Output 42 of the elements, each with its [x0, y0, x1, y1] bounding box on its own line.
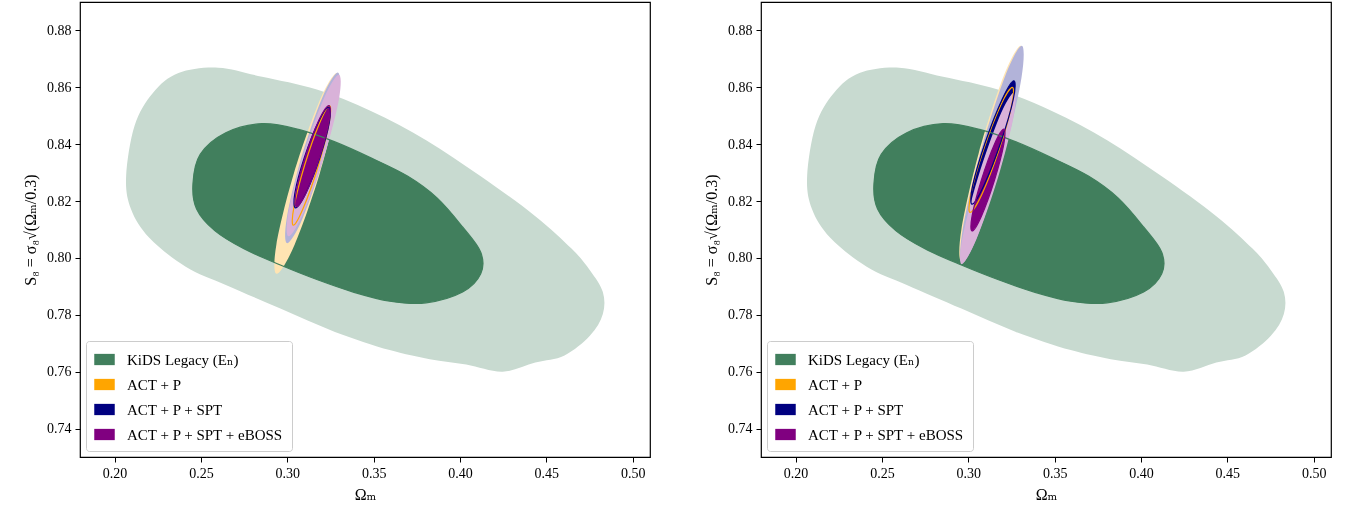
y-tick-label: 0.82 [728, 193, 753, 209]
y-tick-label: 0.84 [47, 136, 72, 152]
x-tick-label: 0.30 [956, 465, 982, 481]
x-tick-label: 0.35 [361, 465, 387, 481]
x-tick-label: 0.50 [620, 465, 646, 481]
x-tick-label: 0.40 [1129, 465, 1154, 481]
y-tick-label: 0.82 [47, 193, 72, 209]
x-axis-title: Ωₘ [1035, 485, 1058, 503]
legend-label: KiDS Legacy (Eₙ) [808, 351, 920, 369]
y-tick-label: 0.74 [728, 421, 753, 437]
legend-label: ACT + P + SPT + eBOSS [808, 426, 964, 443]
y-tick-label: 0.88 [728, 22, 753, 38]
x-tick-label: 0.20 [102, 465, 128, 481]
x-tick-label: 0.25 [870, 465, 895, 481]
x-tick-label: 0.45 [534, 465, 560, 481]
x-axis-title: Ωₘ [354, 485, 377, 503]
y-tick-label: 0.80 [47, 250, 72, 266]
y-tick-label: 0.86 [728, 79, 753, 95]
y-tick-label: 0.88 [47, 22, 72, 38]
y-tick-label: 0.74 [47, 421, 72, 437]
legend-label: KiDS Legacy (Eₙ) [127, 351, 239, 369]
y-axis-title: S₈ = σ₈√(Ωₘ/0.3) [22, 174, 40, 286]
y-tick-label: 0.76 [47, 364, 72, 380]
y-tick-label: 0.80 [728, 250, 753, 266]
y-tick-label: 0.78 [728, 307, 753, 323]
x-tick-label: 0.30 [275, 465, 301, 481]
y-tick-label: 0.78 [47, 307, 72, 323]
x-tick-label: 0.40 [448, 465, 473, 481]
x-tick-label: 0.25 [189, 465, 214, 481]
y-tick-label: 0.86 [47, 79, 72, 95]
x-tick-label: 0.20 [783, 465, 809, 481]
y-tick-label: 0.84 [728, 136, 753, 152]
x-tick-label: 0.45 [1215, 465, 1241, 481]
legend-label: ACT + P + SPT [808, 401, 904, 418]
legend-label: ACT + P + SPT + eBOSS [127, 426, 283, 443]
legend-label: ACT + P + SPT [127, 401, 223, 418]
y-axis-title: S₈ = σ₈√(Ωₘ/0.3) [703, 174, 721, 286]
legend-label: ACT + P [808, 376, 863, 393]
x-tick-label: 0.50 [1301, 465, 1327, 481]
y-tick-label: 0.76 [728, 364, 753, 380]
x-tick-label: 0.35 [1042, 465, 1068, 481]
legend-label: ACT + P [127, 376, 182, 393]
